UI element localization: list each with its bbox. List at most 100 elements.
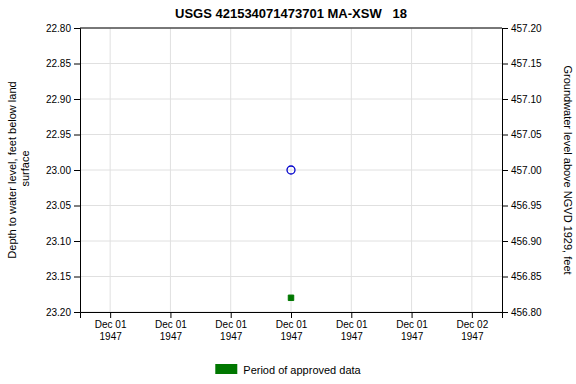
y2-tick-label: 457.05 — [511, 129, 542, 140]
grid-line-y — [80, 99, 502, 100]
y-tick: 22.95 — [46, 129, 80, 140]
grid — [80, 28, 502, 312]
y-tick-mark — [74, 170, 80, 171]
x-tick-mark — [170, 312, 171, 318]
title: USGS 421534071473701 MA-XSW 18 — [175, 6, 407, 21]
y2-tick-label: 457.00 — [511, 165, 542, 176]
plot: Dec 011947 Dec 011947 Dec 011947 Dec 011947… — [46, 23, 542, 342]
y-tick: 23.10 — [46, 236, 80, 247]
x-tick: Dec 011947 — [396, 312, 428, 342]
y-tick: 22.85 — [46, 58, 80, 69]
y-tick-label: 22.85 — [46, 58, 71, 69]
grid-line-y — [80, 205, 502, 206]
y-tick: 23.20 — [46, 307, 80, 318]
x-tick: Dec 011947 — [155, 312, 187, 342]
y2-tick-mark — [502, 312, 508, 313]
y2-axis-title: Groundwater level above NGVD 1929, feet — [562, 65, 574, 274]
y2-tick-mark — [502, 241, 508, 242]
y-tick: 23.05 — [46, 200, 80, 211]
y2-tick: 457.05 — [502, 129, 542, 140]
x-tick: Dec 011947 — [336, 312, 368, 342]
x-axis: Dec 011947 Dec 011947 Dec 011947 Dec 011947… — [81, 312, 503, 342]
grid-line-y — [80, 276, 502, 277]
chart: Dec 011947 Dec 011947 Dec 011947 Dec 011947… — [0, 0, 576, 384]
x-tick-mark — [291, 312, 292, 318]
x-tick-label: Dec 011947 — [336, 319, 368, 342]
points — [287, 166, 295, 301]
y2-axis-line — [503, 29, 509, 313]
y2-tick-label: 456.90 — [511, 236, 542, 247]
y2-axis: 457.20 457.15 457.10 457.05 457.00 456.95 456.… — [502, 23, 542, 318]
y2-tick-label: 457.20 — [511, 23, 542, 34]
point — [288, 295, 293, 300]
y-axis: 22.80 22.85 22.90 22.95 23.00 23.05 23.10 23.15… — [46, 23, 81, 318]
x-tick: Dec 011947 — [276, 312, 308, 342]
frame-top — [80, 28, 502, 29]
grid-line-y — [80, 241, 502, 242]
y2-tick-label: 456.80 — [511, 307, 542, 318]
y-tick: 23.15 — [46, 271, 80, 282]
y-tick-mark — [74, 312, 80, 313]
grid-line-y — [80, 28, 502, 29]
y-axis-title: Depth to water level, feet below land su… — [6, 81, 31, 258]
x-tick-label: Dec 011947 — [276, 319, 308, 342]
y-axis-line — [74, 29, 81, 313]
grid-line-y — [80, 63, 502, 64]
x-tick: Dec 011947 — [215, 312, 247, 342]
y-tick-mark — [74, 135, 80, 136]
y-tick-label: 23.15 — [46, 271, 71, 282]
grid-line-y — [80, 134, 502, 135]
x-tick-label: Dec 011947 — [396, 319, 428, 342]
grid-line-y — [80, 170, 502, 171]
y2-tick-label: 456.85 — [511, 271, 542, 282]
y2-tick-mark — [502, 206, 508, 207]
x-tick-label: Dec 011947 — [95, 319, 127, 342]
x-tick-mark — [110, 312, 111, 318]
y2-tick-label: 456.95 — [511, 200, 542, 211]
y2-tick-mark — [502, 135, 508, 136]
y-tick-label: 23.05 — [46, 200, 71, 211]
y2-tick-label: 457.15 — [511, 58, 542, 69]
y-tick-label: 22.95 — [46, 129, 71, 140]
y-tick: 22.90 — [46, 94, 80, 105]
legend-label: Period of approved data — [243, 364, 361, 376]
y2-tick-mark — [502, 28, 508, 29]
y2-tick-mark — [502, 277, 508, 278]
y-tick-label: 23.00 — [46, 165, 71, 176]
point — [287, 166, 295, 174]
y2-tick: 456.90 — [502, 236, 542, 247]
y2-tick-mark — [502, 99, 508, 100]
series — [288, 295, 293, 300]
x-tick-mark — [231, 312, 232, 318]
x-tick-mark — [472, 312, 473, 318]
legend-swatch — [215, 364, 237, 374]
y-tick-mark — [74, 206, 80, 207]
y-tick-mark — [74, 28, 80, 29]
y2-tick-label: 457.10 — [511, 94, 542, 105]
y2-tick: 456.95 — [502, 200, 542, 211]
series — [287, 166, 295, 174]
y-tick-mark — [74, 64, 80, 65]
y-tick-mark — [74, 99, 80, 100]
y2-tick: 457.00 — [502, 165, 542, 176]
x-axis-line — [81, 313, 503, 319]
legend: Period of approved data — [215, 364, 361, 376]
y-tick-label: 22.80 — [46, 23, 71, 34]
y-tick-label: 22.90 — [46, 94, 71, 105]
y2-tick: 457.10 — [502, 94, 542, 105]
y-tick-mark — [74, 241, 80, 242]
x-tick: Dec 021947 — [457, 312, 489, 342]
y-tick: 23.00 — [46, 165, 80, 176]
legend-item: Period of approved data — [215, 364, 361, 376]
y-tick: 22.80 — [46, 23, 80, 34]
x-tick-label: Dec 011947 — [155, 319, 187, 342]
y-tick-label: 23.10 — [46, 236, 71, 247]
y2-tick-mark — [502, 64, 508, 65]
x-tick-mark — [412, 312, 413, 318]
x-tick-mark — [351, 312, 352, 318]
y2-tick: 456.85 — [502, 271, 542, 282]
y2-tick: 457.20 — [502, 23, 542, 34]
y-tick-label: 23.20 — [46, 307, 71, 318]
y2-tick: 456.80 — [502, 307, 542, 318]
x-tick-label: Dec 011947 — [215, 319, 247, 342]
